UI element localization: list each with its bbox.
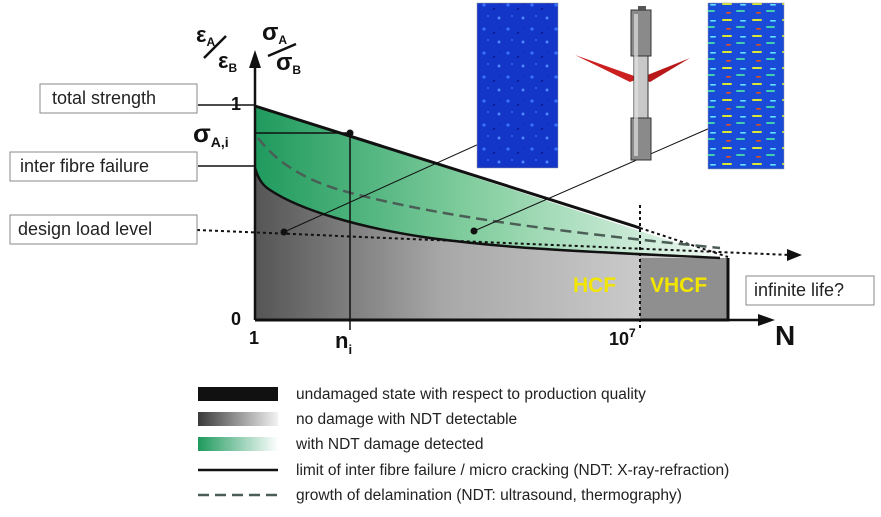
design-load-line xyxy=(196,229,791,256)
total-strength-line xyxy=(254,104,641,230)
legend-text-no-damage: no damage with NDT detectable xyxy=(296,411,517,428)
legend: undamaged state with respect to producti… xyxy=(198,386,729,504)
specimen-red-plane-left xyxy=(575,55,640,82)
legend-swatch-no-damage xyxy=(198,412,278,426)
design-load-label: design load level xyxy=(18,219,152,239)
infinite-zone-region xyxy=(640,258,728,320)
ifs-box xyxy=(9,151,198,182)
y-axis-label-stress: σA σB xyxy=(262,19,301,77)
delamination-curve xyxy=(257,137,721,250)
x-axis-label: N xyxy=(775,320,795,351)
y-tick-0: 0 xyxy=(231,309,241,329)
point-design-left xyxy=(280,228,288,236)
specimen-red-plane-right xyxy=(640,58,690,82)
svg-text:σB: σB xyxy=(276,49,301,77)
thermo-left-leader xyxy=(283,129,511,233)
design-load-box xyxy=(9,214,198,245)
hcf-label: HCF xyxy=(573,274,616,297)
design-load-arrow xyxy=(787,249,802,261)
x-tick-1: 1 xyxy=(249,328,259,348)
legend-text-ifs-limit: limit of inter fibre failure / micro cra… xyxy=(296,462,729,479)
thermo-image-right xyxy=(707,2,785,170)
infinite-life-box xyxy=(745,275,875,306)
ndt-damage-region xyxy=(255,106,720,260)
y-axis-arrow xyxy=(249,50,261,68)
thermo-right-leader xyxy=(473,127,711,232)
point-sigma-ai xyxy=(346,129,354,137)
legend-swatch-ndt-damage xyxy=(198,437,278,451)
legend-text-undamaged: undamaged state with respect to producti… xyxy=(296,386,646,403)
total-strength-label: total strength xyxy=(52,88,156,108)
x-tick-ni: ni xyxy=(335,328,352,357)
sigma-ai-label: σA,i xyxy=(193,118,229,150)
thermo-image-left xyxy=(476,2,559,169)
x-axis-arrow xyxy=(758,314,775,326)
svg-text:σA: σA xyxy=(262,19,287,47)
point-design-right xyxy=(470,227,478,235)
svg-text:εB: εB xyxy=(218,48,237,75)
y-axis-label-strain: εA εB xyxy=(196,22,237,75)
specimen-illustration xyxy=(575,6,690,161)
legend-text-delamination: growth of delamination (NDT: ultrasound,… xyxy=(296,487,682,504)
y-tick-1: 1 xyxy=(231,94,241,114)
vhcf-label: VHCF xyxy=(650,274,707,297)
total-strength-box xyxy=(39,83,198,114)
ifs-limit-curve xyxy=(253,167,721,260)
legend-swatch-undamaged xyxy=(198,387,278,401)
legend-text-ndt-damage: with NDT damage detected xyxy=(295,436,484,453)
x-tick-1e7: 107 xyxy=(609,326,636,349)
no-damage-region xyxy=(255,168,728,320)
infinite-life-label: infinite life? xyxy=(754,280,844,300)
ifs-label: inter fibre failure xyxy=(20,156,149,176)
svg-text:εA: εA xyxy=(196,22,215,49)
